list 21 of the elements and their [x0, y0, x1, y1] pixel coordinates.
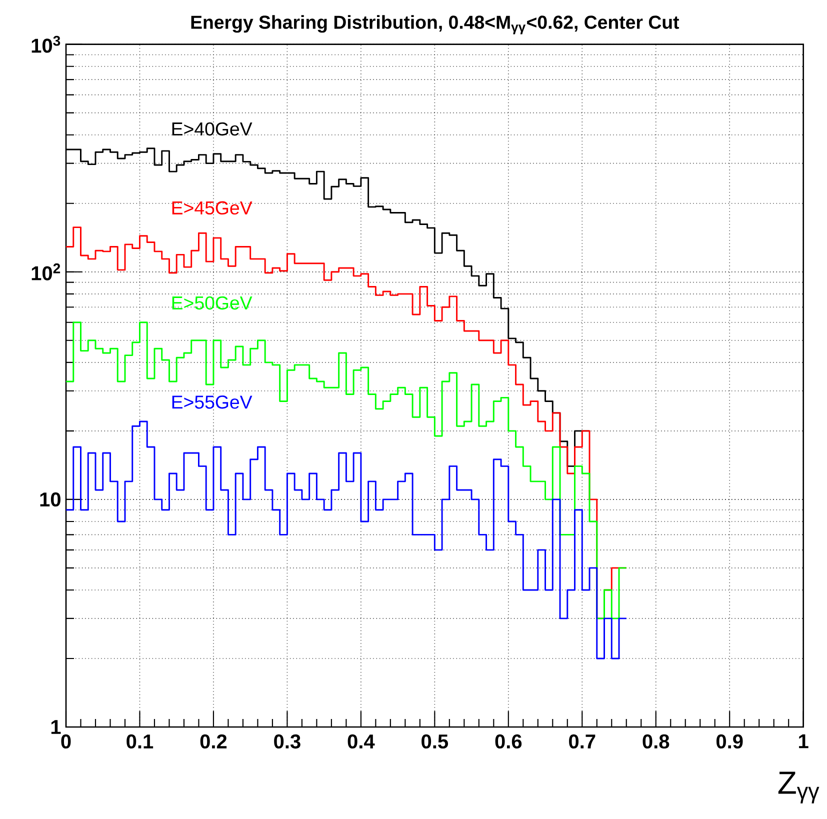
x-tick-label: 0.9: [716, 734, 743, 749]
x-tick-label: 0.3: [274, 734, 300, 749]
x-tick-label: 0.1: [126, 734, 154, 749]
x-tick-label: 0: [61, 734, 71, 749]
series-label: E>45GeV: [172, 201, 252, 215]
y-tick-label: 10$^{2}$: [32, 263, 60, 280]
series-label: E>50GeV: [172, 296, 252, 310]
series-label: E>55GeV: [172, 395, 252, 409]
y-tick-label: 10$^{3}$: [32, 36, 60, 53]
x-tick-label: 1: [799, 734, 808, 748]
x-tick-label: 0.8: [642, 734, 670, 749]
series-label: E>40GeV: [172, 122, 252, 136]
x-axis-title: Z$_{γγ}$: [778, 772, 820, 804]
x-tick-label: 0.7: [569, 734, 596, 749]
y-tick-label: 10: [40, 492, 60, 507]
x-tick-label: 0.2: [200, 734, 227, 749]
x-tick-label: 0.6: [495, 734, 522, 749]
x-tick-label: 0.5: [422, 734, 448, 749]
chart-title: Energy Sharing Distribution, 0.48<M$_{γγ}$<0.62, Center Cut: [191, 15, 680, 34]
y-tick-label: 1: [51, 720, 61, 734]
x-tick-label: 0.4: [348, 734, 375, 749]
